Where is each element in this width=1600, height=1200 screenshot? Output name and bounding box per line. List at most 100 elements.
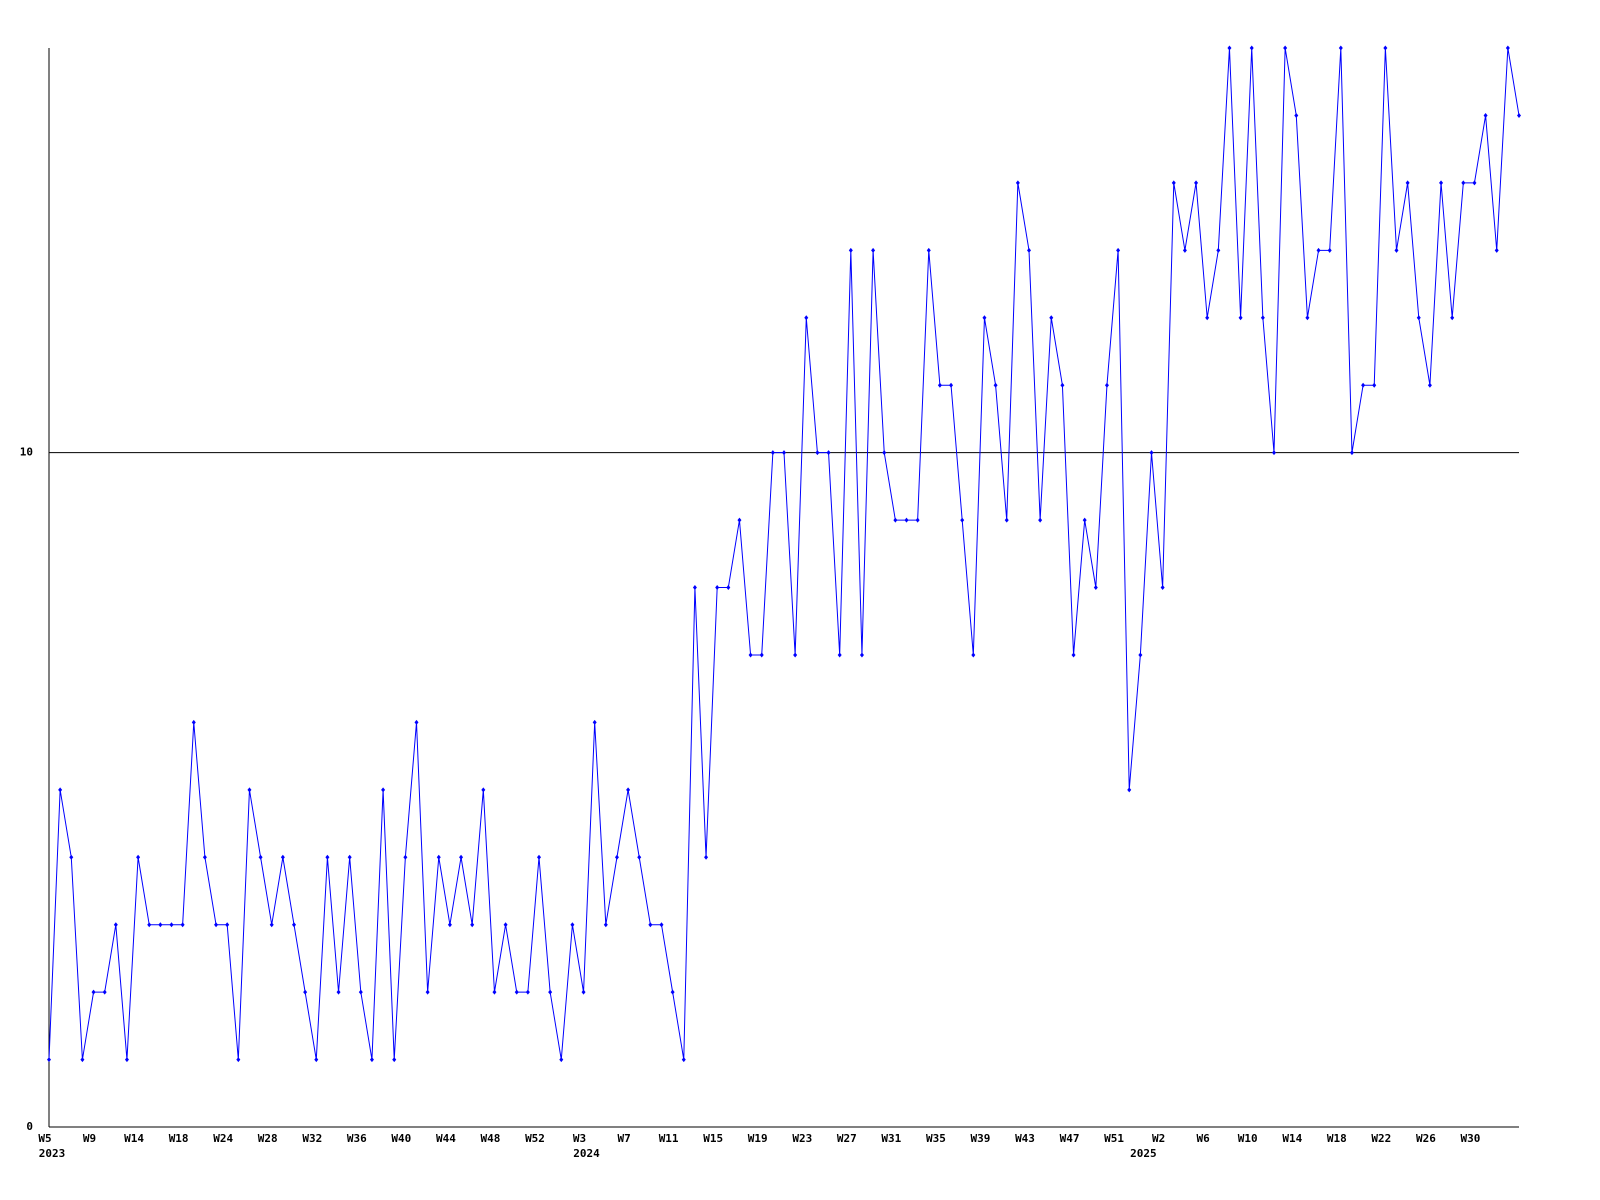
point xyxy=(837,652,842,658)
point xyxy=(770,450,775,456)
x-tick-label: W11 xyxy=(659,1132,679,1145)
point xyxy=(603,922,608,928)
x-tick-label: W5 xyxy=(38,1132,51,1145)
point xyxy=(659,922,664,928)
point xyxy=(180,922,185,928)
point xyxy=(1494,247,1499,253)
point xyxy=(1194,180,1199,186)
point xyxy=(481,787,486,793)
point xyxy=(1283,45,1288,51)
point xyxy=(1349,450,1354,456)
x-tick-label: W18 xyxy=(169,1132,189,1145)
point xyxy=(893,517,898,523)
point xyxy=(358,989,363,995)
point xyxy=(1472,180,1477,186)
point xyxy=(1071,652,1076,658)
point xyxy=(882,450,887,456)
point xyxy=(815,450,820,456)
point xyxy=(214,922,219,928)
point xyxy=(871,247,876,253)
point xyxy=(1249,45,1254,51)
point xyxy=(325,854,330,860)
x-tick-label: W23 xyxy=(792,1132,812,1145)
point xyxy=(982,315,987,321)
point xyxy=(525,989,530,995)
point xyxy=(559,1057,564,1063)
point xyxy=(949,382,954,388)
point xyxy=(136,854,141,860)
point xyxy=(492,989,497,995)
point xyxy=(915,517,920,523)
point xyxy=(748,652,753,658)
point xyxy=(1004,517,1009,523)
point xyxy=(1338,45,1343,51)
point xyxy=(715,585,720,590)
x-tick-label: W39 xyxy=(971,1132,991,1145)
point xyxy=(1104,382,1109,388)
point xyxy=(1405,180,1410,186)
x-tick-label: W31 xyxy=(881,1132,901,1145)
point xyxy=(124,1057,129,1063)
x-tick-label: W15 xyxy=(703,1132,723,1145)
point xyxy=(1049,315,1054,321)
point xyxy=(904,517,909,523)
point xyxy=(269,922,274,928)
point xyxy=(169,922,174,928)
x-tick-label: W35 xyxy=(926,1132,946,1145)
x-tick-label: W51 xyxy=(1104,1132,1124,1145)
point xyxy=(804,315,809,321)
x-tick-label: W22 xyxy=(1371,1132,1391,1145)
point xyxy=(1227,45,1232,51)
x-tick-label: W40 xyxy=(391,1132,411,1145)
point xyxy=(336,989,341,995)
point xyxy=(403,854,408,860)
point xyxy=(470,922,475,928)
point xyxy=(414,719,419,725)
point xyxy=(726,585,731,590)
x-tick-label: W9 xyxy=(83,1132,96,1145)
point xyxy=(247,787,252,793)
x-tick-label: W44 xyxy=(436,1132,456,1145)
x-group-label: 2023 xyxy=(39,1147,66,1160)
point xyxy=(681,1057,686,1063)
point xyxy=(937,382,942,388)
point xyxy=(859,652,864,658)
point xyxy=(1294,112,1299,118)
point xyxy=(225,922,230,928)
point xyxy=(1327,247,1332,253)
x-tick-label: W2 xyxy=(1152,1132,1165,1145)
point xyxy=(1260,315,1265,321)
point xyxy=(1316,247,1321,253)
point xyxy=(1517,112,1521,118)
x-tick-label: W19 xyxy=(748,1132,768,1145)
point xyxy=(1383,45,1388,51)
point xyxy=(381,787,386,793)
point xyxy=(303,989,308,995)
point xyxy=(1182,247,1187,253)
point xyxy=(1461,180,1466,186)
point xyxy=(69,854,74,860)
point xyxy=(570,922,575,928)
point xyxy=(1093,585,1098,590)
point xyxy=(1305,315,1310,321)
x-tick-label: W36 xyxy=(347,1132,367,1145)
point xyxy=(592,719,597,725)
x-tick-label: W14 xyxy=(124,1132,144,1145)
point xyxy=(670,989,675,995)
point xyxy=(614,854,619,860)
point xyxy=(58,787,63,793)
x-tick-label: W48 xyxy=(481,1132,501,1145)
point xyxy=(926,247,931,253)
x-tick-label: W14 xyxy=(1282,1132,1302,1145)
point xyxy=(1238,315,1243,321)
point xyxy=(258,854,263,860)
point xyxy=(648,922,653,928)
point xyxy=(369,1057,374,1063)
point xyxy=(447,922,452,928)
point xyxy=(1015,180,1020,186)
x-group-label: 2024 xyxy=(573,1147,600,1160)
point xyxy=(1160,585,1165,590)
point xyxy=(191,719,196,725)
x-tick-label: W43 xyxy=(1015,1132,1035,1145)
